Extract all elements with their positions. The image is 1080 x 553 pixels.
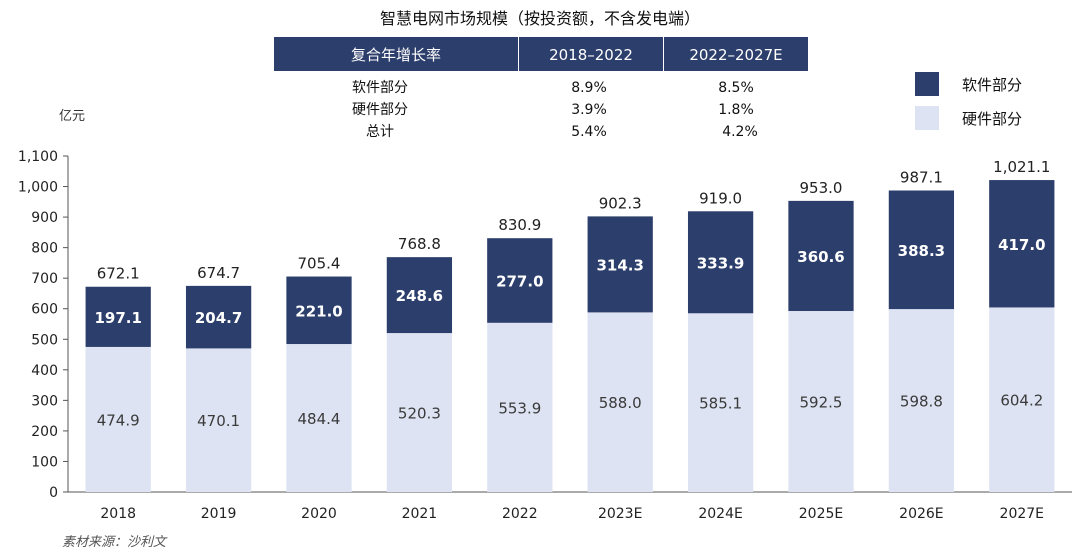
label-total: 953.0 xyxy=(800,179,843,197)
table-header-period-1: 2018–2022 xyxy=(549,46,633,64)
label-software: 221.0 xyxy=(295,302,342,320)
label-software: 388.3 xyxy=(898,242,945,260)
bar-software xyxy=(386,257,453,334)
y-tick-label: 700 xyxy=(31,271,58,287)
label-total: 902.3 xyxy=(599,194,642,212)
label-total: 672.1 xyxy=(97,265,140,283)
label-hardware: 604.2 xyxy=(1000,392,1043,410)
label-software: 277.0 xyxy=(496,273,543,291)
source-note: 素材来源：沙利文 xyxy=(62,534,168,550)
y-tick-label: 1,000 xyxy=(18,180,58,196)
label-hardware: 598.8 xyxy=(900,393,943,411)
x-tick-label: 2027E xyxy=(1000,506,1044,522)
table-header-label: 复合年增长率 xyxy=(351,46,441,64)
label-software: 417.0 xyxy=(998,236,1045,254)
table-cell-total-2: 4.2% xyxy=(722,124,758,140)
label-software: 197.1 xyxy=(94,309,141,327)
bar-hardware xyxy=(185,348,252,492)
y-tick-label: 400 xyxy=(31,363,58,379)
x-tick-label: 2021 xyxy=(402,506,438,522)
label-total: 987.1 xyxy=(900,168,943,186)
label-hardware: 474.9 xyxy=(97,411,140,429)
y-tick-label: 800 xyxy=(31,241,58,257)
bar-software xyxy=(989,180,1055,308)
y-tick-label: 0 xyxy=(49,485,58,501)
x-tick-label: 2024E xyxy=(698,506,742,522)
y-tick-label: 100 xyxy=(31,454,58,470)
table-cell-software-1: 8.9% xyxy=(571,80,607,96)
y-tick-label: 500 xyxy=(31,332,58,348)
label-total: 674.7 xyxy=(197,264,240,282)
label-hardware: 520.3 xyxy=(398,405,441,423)
label-software: 248.6 xyxy=(396,287,443,305)
legend-label-hardware: 硬件部分 xyxy=(962,110,1022,128)
label-software: 204.7 xyxy=(195,309,242,327)
bar-software xyxy=(85,286,151,347)
bar-hardware xyxy=(386,333,453,492)
bar-software xyxy=(888,190,955,310)
y-tick-label: 300 xyxy=(31,393,58,409)
chart-title: 智慧电网市场规模（按投资额，不含发电端） xyxy=(380,9,700,28)
table-header-cell-2 xyxy=(519,37,663,71)
label-hardware: 588.0 xyxy=(599,394,642,412)
bar-hardware xyxy=(286,344,352,492)
bar-hardware xyxy=(989,307,1055,492)
bar-software xyxy=(487,238,553,323)
legend-swatch-software xyxy=(915,72,939,96)
bar-software xyxy=(185,285,252,349)
growth-table: 复合年增长率 2018–2022 2022–2027E 软件部分 8.9% 8.… xyxy=(274,37,808,140)
label-total: 830.9 xyxy=(498,216,541,234)
y-tick-label: 900 xyxy=(31,210,58,226)
label-total: 705.4 xyxy=(298,255,341,273)
plot-area: 0 100 200 300 400 500 600 700 800 900 1,000 1,100 47… xyxy=(18,149,1072,522)
legend: 软件部分 硬件部分 xyxy=(915,72,1022,130)
x-tick-label: 2026E xyxy=(899,506,943,522)
table-cell-total-1: 5.4% xyxy=(571,124,607,140)
table-cell-software-2: 8.5% xyxy=(718,80,754,96)
bar-software xyxy=(788,200,854,312)
table-row-label-total: 总计 xyxy=(366,124,394,140)
label-hardware: 585.1 xyxy=(699,395,742,413)
x-tick-label: 2025E xyxy=(799,506,843,522)
label-hardware: 553.9 xyxy=(498,399,541,417)
bar-software xyxy=(587,216,653,313)
label-hardware: 592.5 xyxy=(800,394,843,412)
bar-hardware xyxy=(687,313,754,492)
bar-software xyxy=(286,276,352,345)
legend-label-software: 软件部分 xyxy=(962,76,1022,94)
label-total: 768.8 xyxy=(398,235,441,253)
table-cell-hardware-2: 1.8% xyxy=(718,102,754,118)
bar-hardware xyxy=(888,309,955,492)
legend-swatch-hardware xyxy=(915,106,939,130)
label-total: 919.0 xyxy=(699,189,742,207)
y-tick-label: 200 xyxy=(31,424,58,440)
x-tick-label: 2018 xyxy=(100,506,136,522)
bar-hardware xyxy=(85,346,151,492)
y-axis-unit: 亿元 xyxy=(59,109,85,124)
table-header-cell-3 xyxy=(664,37,808,71)
bar-hardware xyxy=(587,312,653,492)
x-tick-label: 2019 xyxy=(201,506,237,522)
y-tick-label: 600 xyxy=(31,302,58,318)
x-tick-label: 2023E xyxy=(598,506,642,522)
table-header-period-2: 2022–2027E xyxy=(689,46,782,64)
y-tick-label: 1,100 xyxy=(18,149,58,165)
table-header-cell-1 xyxy=(274,37,518,71)
table-row-label-hardware: 硬件部分 xyxy=(352,102,408,118)
x-tick-label: 2022 xyxy=(502,506,538,522)
table-row-label-software: 软件部分 xyxy=(352,80,408,96)
bar-software xyxy=(687,211,754,314)
label-total: 1,021.1 xyxy=(993,158,1050,176)
bar-hardware xyxy=(487,322,553,492)
label-software: 333.9 xyxy=(697,254,744,272)
label-hardware: 484.4 xyxy=(298,410,341,428)
label-hardware: 470.1 xyxy=(197,412,240,430)
label-software: 360.6 xyxy=(797,248,844,266)
x-tick-label: 2020 xyxy=(301,506,337,522)
table-cell-hardware-1: 3.9% xyxy=(571,102,607,118)
label-software: 314.3 xyxy=(596,256,643,274)
bar-hardware xyxy=(788,311,854,492)
